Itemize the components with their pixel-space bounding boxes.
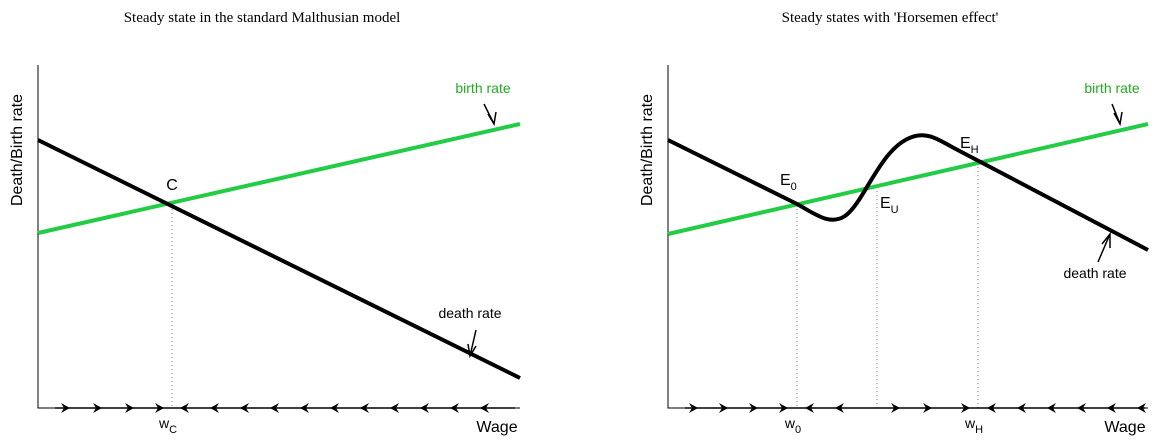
flow-arrow [240,403,249,413]
flow-arrow [1047,403,1056,413]
flow-arrow [270,403,279,413]
label-arrow [483,103,497,127]
birth-rate-line [37,122,521,235]
flow-arrow [390,403,399,413]
axes [37,65,520,409]
birth-rate-label: birth rate [1084,80,1139,96]
y-axis-label: Death/Birth rate [639,94,656,206]
flow-arrow [749,403,758,413]
label-arrow [1097,231,1111,263]
flow-arrow [1137,403,1146,413]
x-axis-label: Wage [476,419,517,436]
y-axis-label: Death/Birth rate [9,94,26,206]
flow-arrow [155,403,164,413]
wage-label: wC [158,415,177,436]
flow-arrow [125,403,134,413]
wage-label-sub: 0 [795,424,801,436]
x-axis-label: Wage [1104,419,1145,436]
flow-arrow [891,403,900,413]
axis-arrows [55,403,515,413]
flow-arrow [420,403,429,413]
death-rate-label: death rate [438,305,501,321]
point-label-main: E [780,172,791,189]
birth-rate-label: birth rate [455,80,510,96]
panel-title: Steady state in the standard Malthusian … [124,10,401,26]
wage-label-main: w [784,415,796,431]
point-label-sub: 0 [791,181,797,193]
wage-label-sub: H [975,424,983,436]
wage-label: w0 [784,415,801,436]
left-panel: Steady state in the standard Malthusian … [9,10,521,436]
death-rate-label: death rate [1063,265,1126,281]
wage-label-main: w [158,415,170,431]
label-arrow [467,329,477,359]
wage-label-sub: C [169,424,177,436]
flow-arrow [987,403,996,413]
flow-arrow [480,403,489,413]
axes [667,65,1148,409]
flow-arrow [180,403,189,413]
flow-arrow [300,403,309,413]
point-label: EH [960,135,979,156]
wage-label-main: w [964,415,976,431]
panel-title: Steady states with 'Horsemen effect' [782,10,999,26]
point-label-sub: U [891,204,899,216]
axis-arrows [685,403,1146,413]
point-label: EU [880,195,899,216]
death-rate-line [667,133,1149,252]
flow-arrow [1107,403,1116,413]
death-rate-line [37,138,521,380]
point-label-main: E [880,195,891,212]
point-label: C [166,177,178,194]
birth-rate-line [667,122,1149,236]
flow-arrow [450,403,459,413]
flow-arrow [1077,403,1086,413]
right-panel: Steady states with 'Horsemen effect' Dea… [639,10,1149,436]
point-label: E0 [780,172,797,193]
point-label-main: E [960,135,971,152]
flow-arrow [330,403,339,413]
flow-arrow [961,403,970,413]
flow-arrow [779,403,788,413]
wage-label: wH [964,415,983,436]
flow-arrow [1017,403,1026,413]
flow-arrow [835,403,844,413]
flow-arrow [689,403,698,413]
flow-arrow [923,403,932,413]
flow-arrow [210,403,219,413]
flow-arrow [93,403,102,413]
point-label-sub: H [971,144,979,156]
label-arrow [1111,103,1123,127]
flow-arrow [719,403,728,413]
flow-arrow [360,403,369,413]
flow-arrow [61,403,70,413]
point-label-main: C [166,177,178,194]
flow-arrow [805,403,814,413]
